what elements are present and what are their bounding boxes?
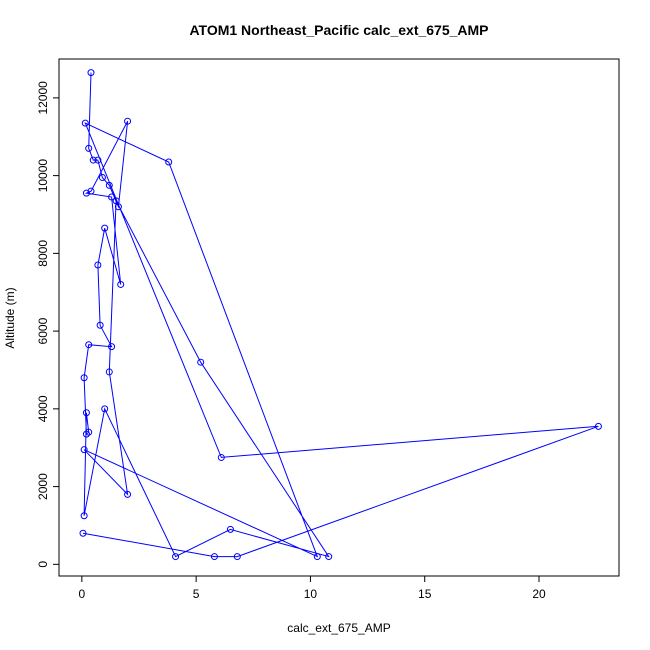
data-point [172, 553, 180, 561]
x-tick-label: 10 [304, 587, 318, 601]
data-point [117, 280, 125, 288]
y-tick-label: 8000 [36, 240, 50, 267]
data-point [124, 490, 132, 498]
data-point [325, 553, 333, 561]
y-tick-label: 12000 [36, 81, 50, 115]
data-point [87, 69, 95, 77]
y-tick-label: 2000 [36, 473, 50, 500]
chart-title: ATOM1 Northeast_Pacific calc_ext_675_AMP [189, 22, 488, 38]
series-line [82, 72, 599, 558]
y-axis: 0 2000 4000 6000 8000 10000 12000 [36, 81, 59, 568]
data-point [210, 553, 218, 561]
data-point [96, 321, 104, 329]
plot-area [79, 69, 602, 561]
data-point [108, 193, 116, 201]
x-axis: 0 5 10 15 20 [79, 576, 546, 601]
plot-frame [58, 58, 620, 577]
data-point [89, 156, 97, 164]
y-axis-label: Altitude (m) [3, 287, 17, 348]
data-point [197, 358, 205, 366]
data-point [112, 197, 120, 205]
data-point [226, 525, 234, 533]
y-tick-label: 4000 [36, 395, 50, 422]
data-point [94, 261, 102, 269]
data-point [80, 374, 88, 382]
data-point [82, 430, 90, 438]
data-point [313, 553, 321, 561]
data-point [85, 428, 93, 436]
x-tick-label: 5 [193, 587, 200, 601]
data-point [217, 453, 225, 461]
data-point [124, 117, 132, 125]
data-point [85, 144, 93, 152]
data-point [165, 158, 173, 166]
data-point [108, 343, 116, 351]
data-point [87, 187, 95, 195]
data-point [85, 341, 93, 349]
x-tick-label: 0 [79, 587, 86, 601]
y-tick-label: 0 [36, 561, 50, 568]
data-point [79, 529, 87, 537]
data-point [114, 203, 122, 211]
y-tick-label: 10000 [36, 159, 50, 193]
data-point [101, 405, 109, 413]
data-point [82, 409, 90, 417]
data-point [101, 224, 109, 232]
data-point [94, 156, 102, 164]
y-tick-label: 6000 [36, 317, 50, 344]
x-axis-label: calc_ext_675_AMP [287, 621, 390, 635]
data-point [105, 368, 113, 376]
data-point [105, 181, 113, 189]
data-point [81, 119, 89, 127]
data-point [80, 446, 88, 454]
data-point [82, 189, 90, 197]
data-point [80, 512, 88, 520]
data-point [233, 553, 241, 561]
data-point [594, 422, 602, 430]
data-point [98, 174, 106, 182]
x-tick-label: 20 [532, 587, 546, 601]
x-tick-label: 15 [418, 587, 432, 601]
